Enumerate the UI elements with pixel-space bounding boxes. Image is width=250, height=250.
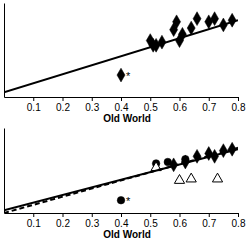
x-tick-label: 0.5 [144, 218, 158, 229]
x-tick: 0.8 [232, 213, 246, 229]
x-tick-label: 0.2 [56, 218, 70, 229]
x-tick-label: 0.8 [232, 218, 246, 229]
x-tick-mark [63, 213, 64, 217]
plot-area [4, 12, 238, 93]
x-tick-mark [180, 97, 181, 101]
chart-canvas: 0.1 0.2 0.3 0.4 0.5 0.6 0.7 0.8 Old World * 0.1 0.2… [0, 0, 250, 250]
x-tick: 0.6 [173, 213, 187, 229]
x-tick: 0.1 [27, 213, 41, 229]
point [193, 12, 201, 26]
x-tick-mark [150, 213, 151, 217]
x-tick: 0.2 [56, 97, 70, 113]
x-tick-mark [63, 97, 64, 101]
x-tick-mark [92, 213, 93, 217]
x-tick-label: 0.2 [56, 102, 70, 113]
fit-line [4, 148, 238, 213]
x-axis-title: Old World [103, 229, 151, 240]
x-tick: 0.6 [173, 97, 187, 113]
x-tick-mark [238, 213, 239, 217]
x-tick-mark [121, 97, 122, 101]
x-tick: 0.2 [56, 213, 70, 229]
x-axis: 0.1 0.2 0.3 0.4 0.5 0.6 0.7 0.8 [5, 97, 246, 113]
x-tick: 0.8 [232, 97, 246, 113]
x-tick-mark [92, 97, 93, 101]
point [212, 173, 222, 182]
x-axis-title: Old World [103, 113, 151, 124]
x-tick-label: 0.4 [115, 218, 129, 229]
point [164, 158, 172, 166]
x-tick-label: 0.5 [144, 102, 158, 113]
x-tick-label: 0.6 [173, 102, 187, 113]
point [173, 15, 181, 29]
x-tick: 0.5 [144, 213, 158, 229]
x-tick-mark [33, 213, 34, 217]
point [174, 175, 184, 184]
fit-line [4, 20, 238, 92]
x-tick-mark [238, 97, 239, 101]
x-tick: 0.3 [85, 97, 99, 113]
x-tick-label: 0.4 [115, 102, 129, 113]
x-tick-label: 0.8 [232, 102, 246, 113]
y-axis [4, 4, 5, 98]
x-tick-mark [121, 213, 122, 217]
x-tick-label: 0.7 [202, 218, 216, 229]
point [219, 144, 227, 158]
x-tick-mark [209, 213, 210, 217]
x-tick-label: 0.3 [85, 218, 99, 229]
y-axis [4, 129, 5, 214]
x-tick-label: 0.1 [27, 102, 41, 113]
panel: 0.1 0.2 0.3 0.4 0.5 0.6 0.7 0.8 Old World * [4, 129, 246, 241]
x-tick: 0.1 [27, 97, 41, 113]
x-tick: 0.5 [144, 97, 158, 113]
x-tick-label: 0.3 [85, 102, 99, 113]
y-axis-line [4, 129, 5, 214]
point [211, 12, 219, 26]
x-tick-label: 0.6 [173, 218, 187, 229]
annotation: * [126, 70, 131, 82]
point [186, 173, 196, 182]
plot-area [4, 142, 238, 213]
x-tick-mark [33, 97, 34, 101]
x-tick-mark [209, 97, 210, 101]
x-tick: 0.3 [85, 213, 99, 229]
x-tick-mark [150, 97, 151, 101]
x-tick-label: 0.1 [27, 218, 41, 229]
x-tick: 0.4 [115, 213, 129, 229]
point [117, 196, 125, 204]
x-tick-mark [180, 213, 181, 217]
x-tick: 0.7 [202, 97, 216, 113]
panel: 0.1 0.2 0.3 0.4 0.5 0.6 0.7 0.8 Old World * [4, 4, 246, 125]
x-axis: 0.1 0.2 0.3 0.4 0.5 0.6 0.7 0.8 [5, 213, 246, 229]
x-tick-label: 0.7 [202, 102, 216, 113]
x-tick: 0.4 [115, 97, 129, 113]
annotation: * [126, 195, 131, 207]
y-axis-line [4, 4, 5, 98]
point [117, 68, 125, 82]
x-tick: 0.7 [202, 213, 216, 229]
